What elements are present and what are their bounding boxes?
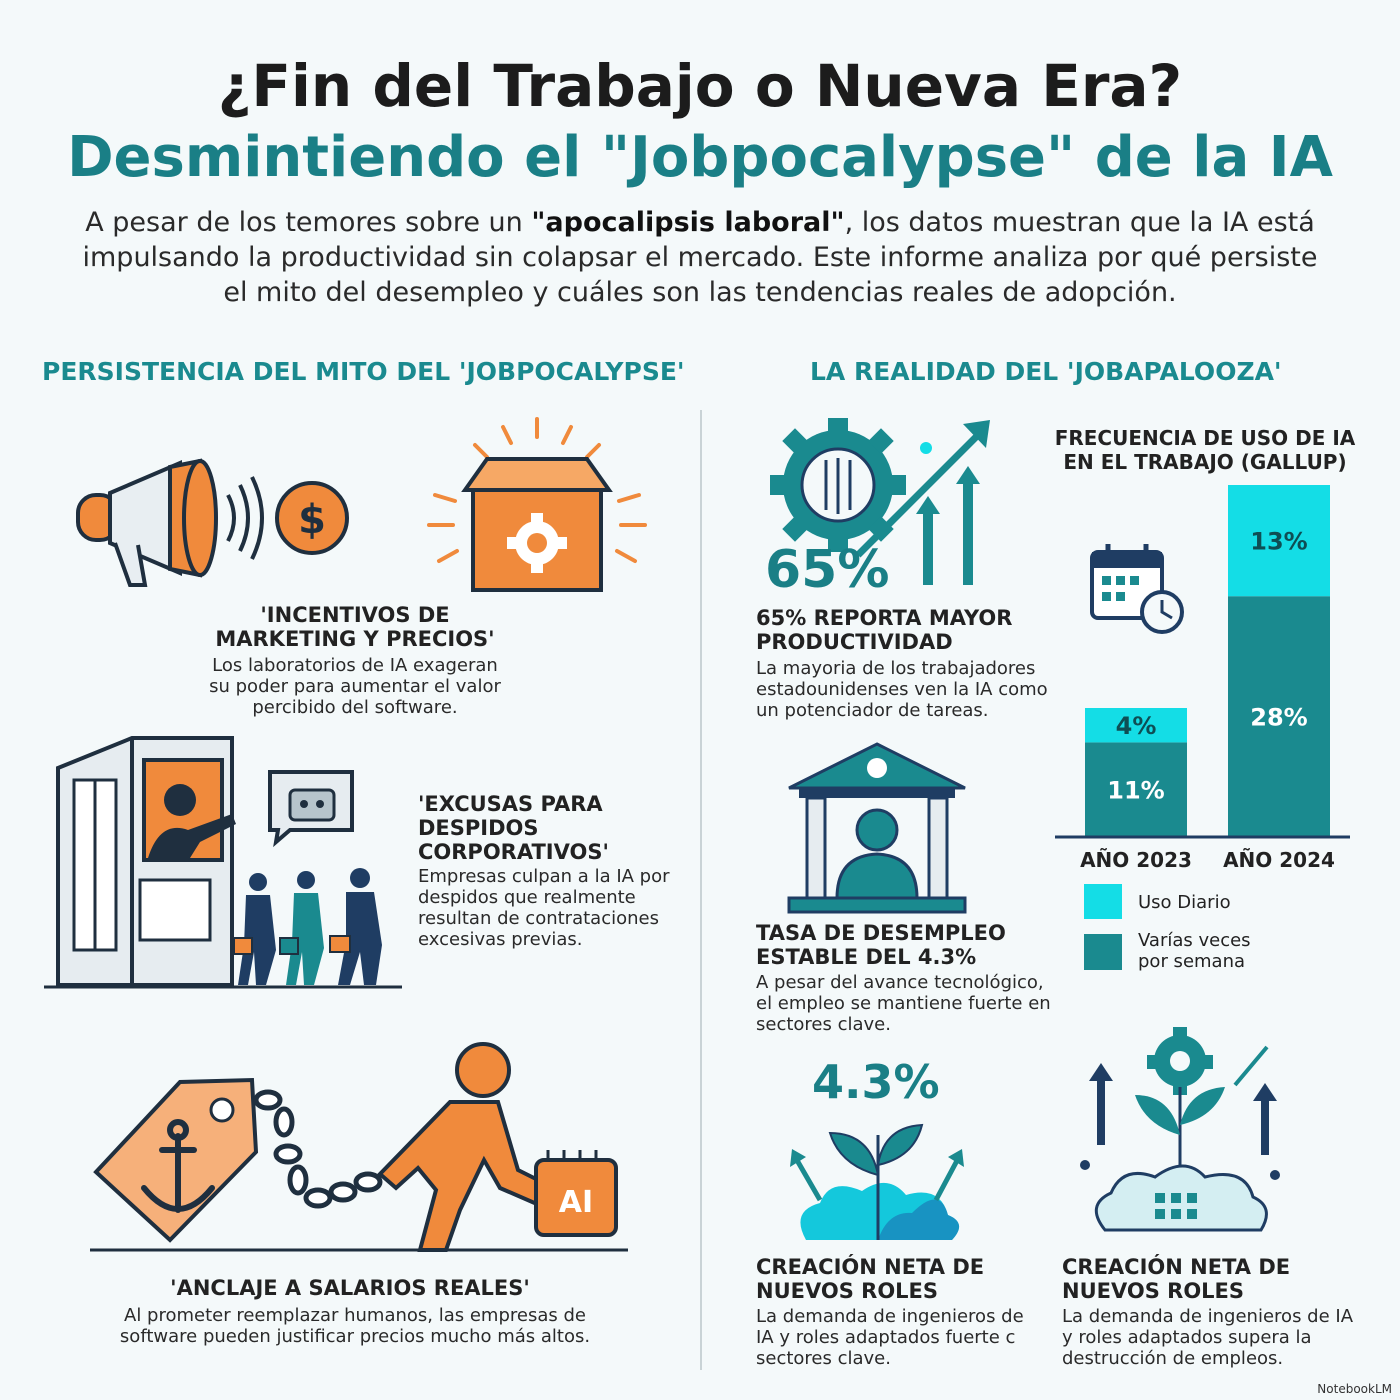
bar-label-daily-1: 4% <box>1116 712 1157 740</box>
bar-label-weekly-1: 11% <box>1107 777 1164 805</box>
footer-brand: NotebookLM <box>1317 1382 1392 1396</box>
legend-swatch-weekly <box>1084 934 1122 970</box>
growth-cloud-icon <box>1080 1027 1280 1232</box>
legend-swatch-daily <box>1084 884 1122 919</box>
item-layoffs-title: 'EXCUSAS PARA DESPIDOS CORPORATIVOS' <box>418 792 609 864</box>
item-roles-2-title: CREACIÓN NETA DE NUEVOS ROLES <box>1062 1255 1291 1303</box>
item-unemployment-text: A pesar del avance tecnológico, el emple… <box>756 972 1051 1035</box>
item-layoffs-text: Empresas culpan a la IA por despidos que… <box>418 866 670 950</box>
sprout-cloud-icon <box>790 1123 964 1240</box>
bar-weekly-1 <box>1085 742 1187 837</box>
item-roles-2-text: La demanda de ingenieros de IA y roles a… <box>1062 1306 1354 1369</box>
usage-chart: 11% 4% AÑO 2023 28% 13% AÑO 2024 <box>1055 485 1350 872</box>
item-marketing-text: Los laboratorios de IA exageran su poder… <box>209 655 501 718</box>
gear-box-icon <box>427 417 647 592</box>
stat-4-3-percent: 4.3% <box>812 1055 940 1109</box>
bar-weekly-2 <box>1228 596 1330 837</box>
intro-post: , los datos muestran que la IA está impu… <box>82 207 1318 308</box>
corporate-layoff-icon <box>44 736 402 989</box>
bar-label-daily-2: 13% <box>1250 527 1307 555</box>
column-divider <box>700 410 702 1370</box>
intro-pre: A pesar de los temores sobre un <box>85 207 532 238</box>
left-section-title: PERSISTENCIA DEL MITO DEL 'JOBPOCALYPSE' <box>42 357 685 386</box>
intro-bold: "apocalipsis laboral" <box>531 207 845 238</box>
anchored-worker-icon: AI <box>90 1042 628 1252</box>
intro-paragraph: A pesar de los temores sobre un "apocali… <box>70 205 1330 310</box>
dollar-label: $ <box>298 497 326 543</box>
institution-worker-icon <box>787 742 967 914</box>
item-anchor-title: 'ANCLAJE A SALARIOS REALES' <box>170 1276 530 1300</box>
item-productivity-text: La mayoria de los trabajadores estadouni… <box>756 658 1048 721</box>
legend-label-daily: Uso Diario <box>1138 892 1231 913</box>
stat-65-percent: 65% <box>765 540 890 600</box>
item-anchor-text: Al prometer reemplazar humanos, las empr… <box>119 1305 591 1347</box>
item-marketing-title: 'INCENTIVOS DE MARKETING Y PRECIOS' <box>215 603 495 651</box>
chart-title: FRECUENCIA DE USO DE IA EN EL TRABAJO (G… <box>1054 426 1356 474</box>
main-subtitle: Desmintiendo el "Jobpocalypse" de la IA <box>67 125 1333 190</box>
item-roles-1-title: CREACIÓN NETA DE NUEVOS ROLES <box>756 1255 985 1303</box>
bar-daily-2 <box>1228 485 1330 597</box>
right-section-title: LA REALIDAD DEL 'JOBAPALOOZA' <box>810 357 1282 386</box>
megaphone-icon: $ <box>76 458 349 587</box>
category-label-1: AÑO 2023 <box>1080 848 1192 872</box>
bar-daily-1 <box>1085 708 1187 743</box>
legend-label-weekly: Varías veces por semana <box>1138 930 1251 972</box>
main-title: ¿Fin del Trabajo o Nueva Era? <box>217 52 1183 120</box>
bar-label-weekly-2: 28% <box>1250 704 1307 732</box>
ai-chip-label: AI <box>559 1185 593 1220</box>
calendar-clock-icon <box>1090 544 1184 634</box>
item-roles-1-text: La demanda de ingenieros de IA y roles a… <box>756 1306 1024 1369</box>
category-label-2: AÑO 2024 <box>1223 848 1335 872</box>
item-productivity-title: 65% REPORTA MAYOR PRODUCTIVIDAD <box>756 606 1013 654</box>
item-unemployment-title: TASA DE DESEMPLEO ESTABLE DEL 4.3% <box>756 921 1006 969</box>
gear-growth-icon <box>770 418 990 585</box>
